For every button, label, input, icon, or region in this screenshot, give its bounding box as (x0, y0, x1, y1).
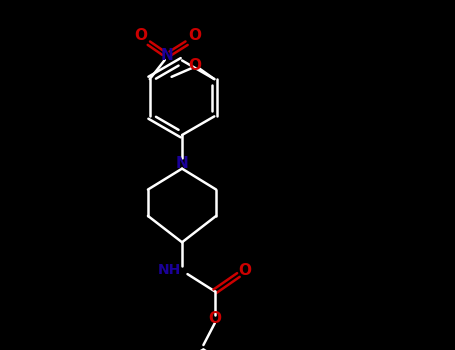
Text: O: O (238, 263, 251, 278)
Text: N: N (161, 48, 173, 63)
Text: O: O (135, 28, 147, 43)
Text: O: O (189, 58, 202, 73)
Text: N: N (176, 156, 188, 171)
Text: NH: NH (158, 262, 181, 276)
Text: O: O (208, 311, 221, 326)
Text: O: O (188, 28, 201, 43)
